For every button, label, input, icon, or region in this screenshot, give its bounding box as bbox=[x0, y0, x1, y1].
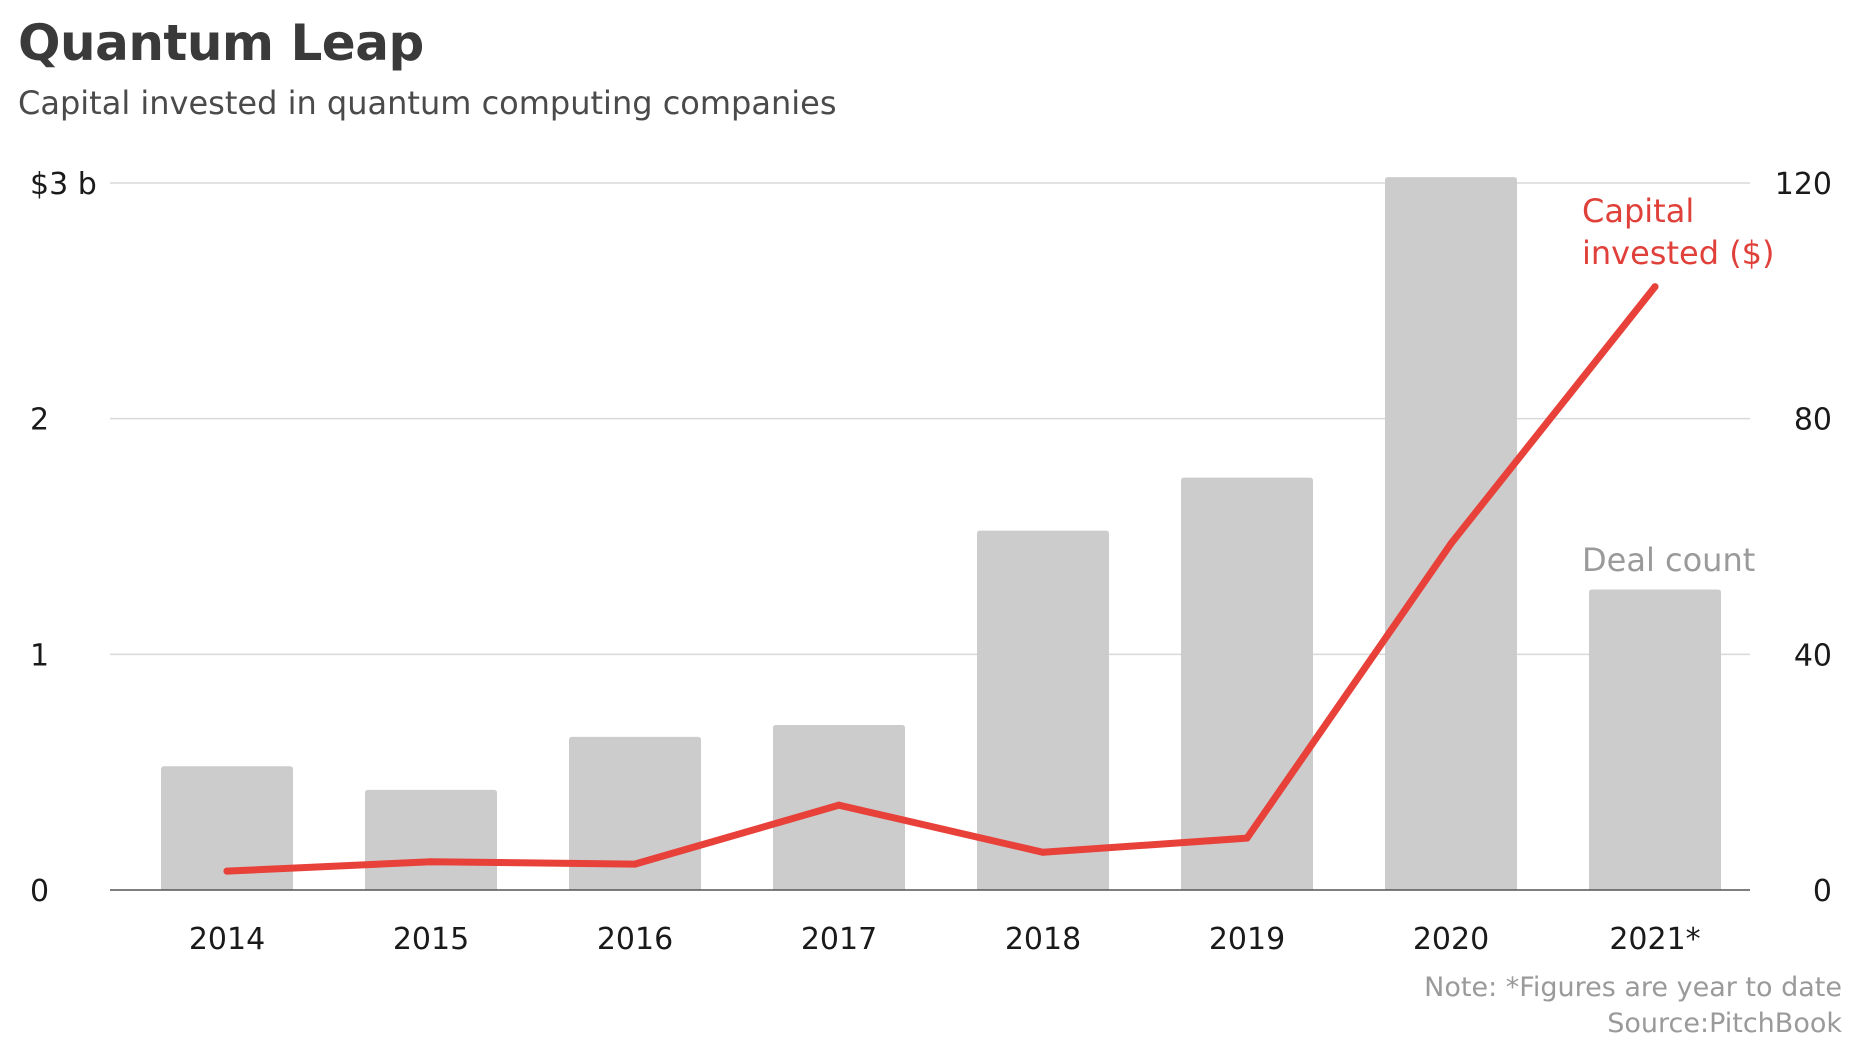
x-tick-label-2014: 2014 bbox=[189, 922, 265, 957]
capital-invested-points bbox=[223, 283, 1659, 875]
left-tick-label-1: 1 bbox=[30, 638, 49, 673]
capital-point-2020 bbox=[1447, 540, 1455, 548]
x-tick-label-2018: 2018 bbox=[1005, 922, 1081, 957]
x-axis-ticks: 2014 2015 2016 2017 2018 2019 2020 2021* bbox=[189, 922, 1701, 957]
deal-count-bars bbox=[161, 177, 1721, 890]
right-axis-ticks: 0 40 80 120 bbox=[1775, 167, 1832, 909]
chart-subtitle: Capital invested in quantum computing co… bbox=[18, 84, 837, 122]
x-tick-label-2017: 2017 bbox=[801, 922, 877, 957]
right-tick-label-3: 120 bbox=[1775, 167, 1832, 202]
capital-invested-label-line-1: Capital bbox=[1582, 192, 1694, 230]
left-tick-label-0: 0 bbox=[30, 874, 49, 909]
x-tick-label-2021: 2021* bbox=[1609, 922, 1700, 957]
capital-invested-label: Capital invested ($) bbox=[1582, 192, 1775, 272]
bar-2018 bbox=[977, 530, 1109, 890]
bar-2021 bbox=[1589, 589, 1721, 890]
right-tick-label-1: 40 bbox=[1794, 638, 1832, 673]
x-tick-label-2020: 2020 bbox=[1413, 922, 1489, 957]
capital-point-2018 bbox=[1039, 848, 1047, 856]
bar-2020 bbox=[1385, 177, 1517, 890]
right-tick-label-2: 80 bbox=[1794, 403, 1832, 438]
left-axis-ticks: 0 1 2 $3 b bbox=[30, 167, 97, 909]
right-tick-label-0: 0 bbox=[1813, 874, 1832, 909]
capital-invested-label-line-2: invested ($) bbox=[1582, 234, 1775, 272]
source-credit: Source:PitchBook bbox=[1607, 1008, 1842, 1039]
capital-point-2017 bbox=[835, 801, 843, 809]
capital-point-2021 bbox=[1651, 283, 1659, 291]
bar-2015 bbox=[365, 789, 497, 890]
footnote: Note: *Figures are year to date bbox=[1424, 972, 1842, 1003]
chart-title: Quantum Leap bbox=[18, 14, 424, 72]
bar-2019 bbox=[1181, 477, 1313, 890]
left-tick-label-2: 2 bbox=[30, 403, 49, 438]
capital-invested-line bbox=[223, 283, 1659, 875]
x-tick-label-2015: 2015 bbox=[393, 922, 469, 957]
x-tick-label-2016: 2016 bbox=[597, 922, 673, 957]
x-tick-label-2019: 2019 bbox=[1209, 922, 1285, 957]
left-tick-label-3: $3 b bbox=[30, 167, 97, 202]
capital-point-2014 bbox=[223, 867, 231, 875]
capital-point-2016 bbox=[631, 860, 639, 868]
deal-count-label: Deal count bbox=[1582, 541, 1755, 579]
capital-point-2019 bbox=[1243, 834, 1251, 842]
bar-2014 bbox=[161, 766, 293, 890]
capital-point-2015 bbox=[427, 858, 435, 866]
